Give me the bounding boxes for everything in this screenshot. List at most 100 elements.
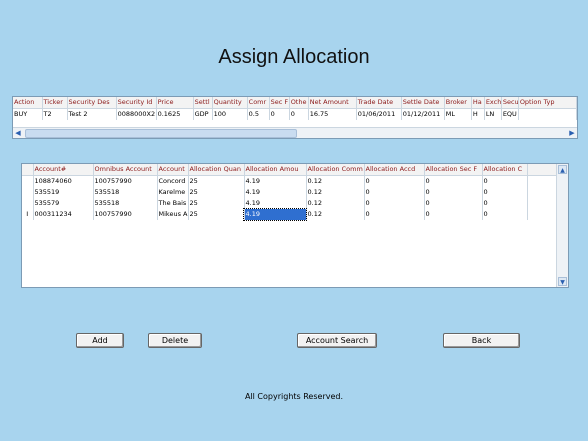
col-header[interactable]: Allocation Accd: [364, 164, 425, 176]
col-header[interactable]: Allocation Comm: [306, 164, 365, 176]
table-cell[interactable]: 0: [269, 108, 290, 120]
table-cell[interactable]: 4.19: [244, 198, 307, 209]
col-header[interactable]: Exch: [484, 97, 502, 109]
horizontal-scrollbar[interactable]: ◀ ▶: [13, 127, 577, 138]
table-cell[interactable]: 0.12: [306, 187, 365, 198]
table-cell[interactable]: 0: [424, 175, 483, 187]
table-cell[interactable]: 01/12/2011: [401, 108, 445, 120]
table-cell[interactable]: 0.12: [306, 198, 365, 209]
table-cell[interactable]: 16.75: [308, 108, 357, 120]
table-cell[interactable]: 25: [188, 187, 245, 198]
table-cell[interactable]: GDP: [193, 108, 213, 120]
col-header[interactable]: Security Id: [116, 97, 157, 109]
table-cell[interactable]: 0.12: [306, 209, 365, 220]
scrollbar-thumb[interactable]: [25, 129, 297, 138]
table-cell[interactable]: LN: [484, 108, 502, 120]
table-cell[interactable]: 0: [289, 108, 309, 120]
selected-cell[interactable]: 4.19: [243, 208, 307, 221]
table-cell[interactable]: 0.12: [306, 175, 365, 187]
table-cell[interactable]: 535579: [33, 198, 94, 209]
col-header[interactable]: Security Des: [67, 97, 117, 109]
col-header[interactable]: Comr: [247, 97, 270, 109]
table-row[interactable]: 535519 535518 Karelme 25 4.19 0.12 0 0 0: [22, 187, 557, 198]
col-header[interactable]: Trade Date: [356, 97, 402, 109]
col-header[interactable]: Allocation Quan: [188, 164, 245, 176]
col-header[interactable]: Ticker: [42, 97, 68, 109]
table-cell[interactable]: Mikeus A: [157, 209, 189, 220]
table-cell[interactable]: 108874060: [33, 175, 94, 187]
col-header[interactable]: Account: [157, 164, 189, 176]
table-cell[interactable]: 0: [364, 198, 425, 209]
table-cell[interactable]: 100757990: [93, 209, 158, 220]
table-cell[interactable]: 0088000X2: [116, 108, 157, 120]
table-cell[interactable]: 0: [424, 187, 483, 198]
table-cell[interactable]: 0: [364, 209, 425, 220]
table-cell[interactable]: 0: [482, 187, 528, 198]
scroll-down-icon[interactable]: ▼: [558, 277, 567, 286]
table-row[interactable]: I 000311234 100757990 Mikeus A 25 4.19 0…: [22, 208, 557, 221]
allocation-grid[interactable]: Account# Omnibus Account Account Allocat…: [21, 163, 569, 288]
table-cell[interactable]: [518, 108, 578, 120]
table-cell[interactable]: 535518: [93, 187, 158, 198]
scroll-up-icon[interactable]: ▲: [558, 165, 567, 174]
col-header[interactable]: Omnibus Account: [93, 164, 158, 176]
table-cell[interactable]: 25: [188, 209, 245, 220]
table-row[interactable]: BUY T2 Test 2 0088000X2 0.1625 GDP 100 0…: [13, 108, 578, 120]
table-cell[interactable]: Test 2: [67, 108, 117, 120]
table-cell[interactable]: Concord: [157, 175, 189, 187]
col-header[interactable]: Allocation C: [482, 164, 528, 176]
table-cell[interactable]: 0.1625: [156, 108, 194, 120]
table-cell[interactable]: 4.19: [244, 187, 307, 198]
table-cell[interactable]: 25: [188, 175, 245, 187]
table-cell[interactable]: 0: [364, 187, 425, 198]
row-marker[interactable]: [22, 198, 34, 209]
table-cell[interactable]: ML: [444, 108, 472, 120]
table-cell[interactable]: 100: [212, 108, 248, 120]
back-button[interactable]: Back: [443, 333, 520, 348]
col-header[interactable]: Account#: [33, 164, 94, 176]
table-cell[interactable]: 0: [482, 198, 528, 209]
table-cell[interactable]: T2: [42, 108, 68, 120]
table-cell[interactable]: 0.5: [247, 108, 270, 120]
table-cell[interactable]: 0: [424, 198, 483, 209]
table-cell[interactable]: 0: [364, 175, 425, 187]
col-header[interactable]: Allocation Sec F: [424, 164, 483, 176]
table-row[interactable]: 108874060 100757990 Concord 25 4.19 0.12…: [22, 175, 557, 187]
table-cell[interactable]: 0: [482, 209, 528, 220]
col-header[interactable]: Broker: [444, 97, 472, 109]
account-search-button[interactable]: Account Search: [297, 333, 377, 348]
trade-grid[interactable]: Action Ticker Security Des Security Id P…: [12, 96, 578, 139]
col-header[interactable]: Price: [156, 97, 194, 109]
table-cell[interactable]: 535518: [93, 198, 158, 209]
col-header[interactable]: Option Typ: [518, 97, 578, 109]
delete-button[interactable]: Delete: [148, 333, 202, 348]
col-header[interactable]: Settle Date: [401, 97, 445, 109]
col-header[interactable]: Allocation Amou: [244, 164, 307, 176]
row-marker[interactable]: [22, 175, 34, 187]
table-cell[interactable]: 25: [188, 198, 245, 209]
col-header[interactable]: Settl: [193, 97, 213, 109]
table-cell[interactable]: Karelme: [157, 187, 189, 198]
table-cell[interactable]: 100757990: [93, 175, 158, 187]
table-cell[interactable]: 0: [482, 175, 528, 187]
table-cell[interactable]: 000311234: [33, 209, 94, 220]
col-header[interactable]: Secu: [501, 97, 519, 109]
table-row[interactable]: 535579 535518 The Bais 25 4.19 0.12 0 0 …: [22, 198, 557, 209]
scroll-right-icon[interactable]: ▶: [569, 129, 575, 137]
col-header[interactable]: Action: [13, 97, 43, 109]
vertical-scrollbar[interactable]: ▲ ▼: [556, 164, 568, 287]
col-header[interactable]: Quantity: [212, 97, 248, 109]
table-cell[interactable]: 535519: [33, 187, 94, 198]
add-button[interactable]: Add: [76, 333, 124, 348]
table-cell[interactable]: 0: [424, 209, 483, 220]
table-cell[interactable]: BUY: [13, 108, 43, 120]
row-marker[interactable]: [22, 187, 34, 198]
row-cursor-icon[interactable]: I: [22, 209, 34, 220]
col-header[interactable]: Net Amount: [308, 97, 357, 109]
col-header[interactable]: Sec F: [269, 97, 290, 109]
col-header[interactable]: Ha: [471, 97, 485, 109]
table-cell[interactable]: EQU: [501, 108, 519, 120]
table-cell[interactable]: 01/06/2011: [356, 108, 402, 120]
table-cell[interactable]: The Bais: [157, 198, 189, 209]
table-cell[interactable]: 4.19: [244, 175, 307, 187]
